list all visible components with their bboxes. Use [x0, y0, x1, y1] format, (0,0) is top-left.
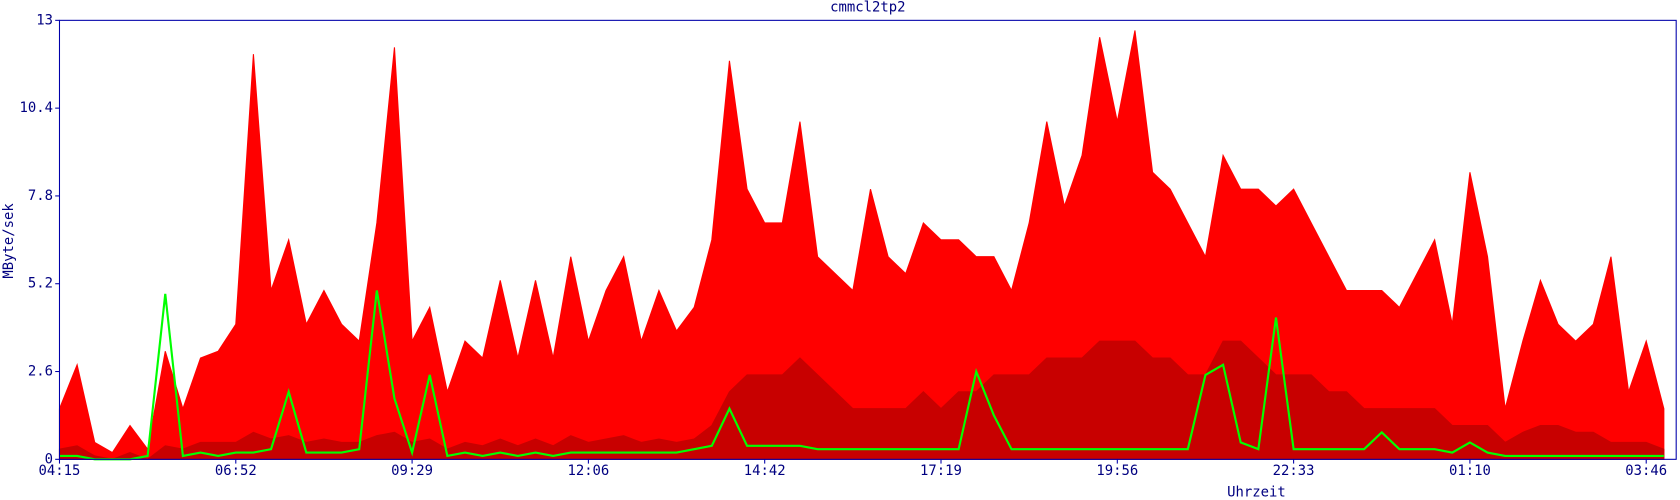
- chart-title: cmmcl2tp2: [830, 0, 905, 15]
- y-tick-label: 0: [45, 451, 53, 467]
- x-tick-label: 22:33: [1273, 463, 1315, 479]
- y-tick-label: 2.6: [28, 364, 53, 380]
- x-tick-label: 19:56: [1096, 463, 1138, 479]
- x-tick-label: 04:15: [39, 463, 81, 479]
- x-tick-label: 17:19: [920, 463, 962, 479]
- line-series: [59, 290, 1664, 461]
- y-tick-label: 10.4: [20, 100, 54, 116]
- plot-frame: [58, 19, 1677, 460]
- x-tick-label: 14:42: [744, 463, 786, 479]
- x-tick-label: 12:06: [567, 463, 609, 479]
- y-tick-label: 13: [36, 12, 53, 28]
- area-series: [58, 340, 1665, 460]
- x-tick-label: 03:46: [1625, 463, 1667, 479]
- x-axis-label: Uhrzeit: [1227, 485, 1286, 500]
- y-tick-label: 7.8: [28, 188, 53, 204]
- x-tick-label: 06:52: [215, 463, 257, 479]
- y-axis-label: MByte/sek: [1, 203, 17, 279]
- x-tick-label: 09:29: [391, 463, 433, 479]
- area-series: [58, 30, 1665, 460]
- x-tick-label: 01:10: [1449, 463, 1491, 479]
- y-tick-label: 5.2: [28, 276, 53, 292]
